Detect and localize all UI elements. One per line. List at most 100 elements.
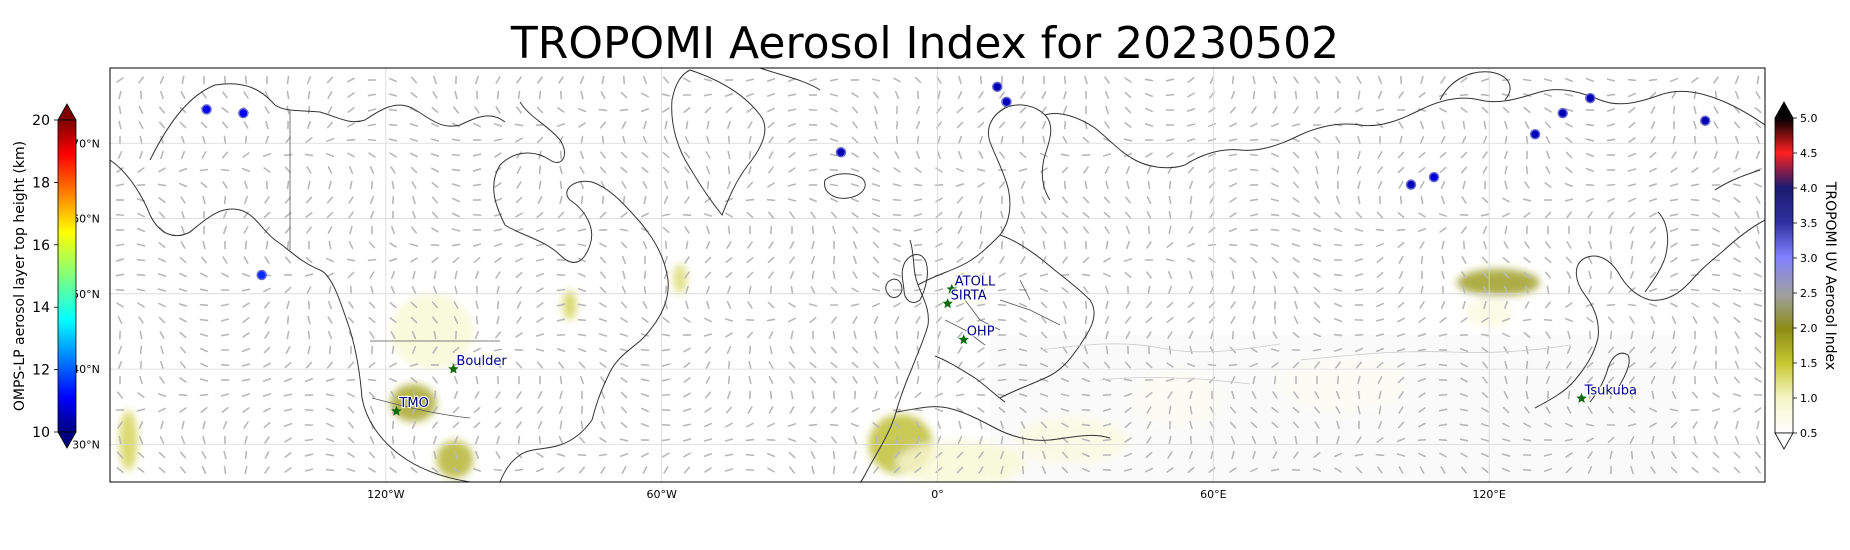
wind-vector bbox=[411, 181, 417, 189]
wind-vector bbox=[1083, 166, 1089, 174]
wind-vector bbox=[409, 363, 419, 367]
wind-vector bbox=[347, 392, 355, 398]
wind-vector bbox=[160, 135, 164, 145]
wind-vector bbox=[264, 226, 270, 234]
wind-vector bbox=[411, 330, 417, 340]
wind-vector bbox=[328, 285, 332, 295]
wind-vector bbox=[1671, 151, 1677, 159]
wind-vector bbox=[1481, 271, 1489, 279]
wind-vector bbox=[495, 271, 501, 279]
wind-vector bbox=[199, 378, 209, 382]
wind-vector bbox=[1627, 423, 1637, 427]
wind-vector bbox=[1376, 166, 1384, 174]
wind-vector bbox=[1252, 330, 1256, 340]
wind-vector bbox=[1189, 210, 1193, 220]
wind-vector bbox=[767, 467, 775, 473]
wind-vector bbox=[1586, 376, 1594, 384]
wind-vector bbox=[1124, 361, 1132, 369]
wind-vector bbox=[137, 212, 145, 218]
wind-vector bbox=[1418, 317, 1426, 323]
wind-vector bbox=[1669, 213, 1679, 217]
wind-vector bbox=[1692, 421, 1698, 429]
wind-vector bbox=[935, 302, 943, 308]
wind-vector bbox=[1418, 392, 1426, 398]
wind-vector bbox=[808, 168, 818, 172]
wind-vector bbox=[472, 168, 482, 172]
wind-vector bbox=[1650, 241, 1656, 249]
wind-vector bbox=[244, 435, 248, 445]
wind-vector bbox=[1084, 300, 1088, 310]
wind-vector bbox=[410, 166, 418, 174]
wind-vector bbox=[1378, 405, 1382, 415]
wind-vector bbox=[1585, 183, 1595, 187]
wind-vector bbox=[1523, 257, 1531, 263]
wind-vector bbox=[431, 167, 439, 173]
wind-vector bbox=[684, 271, 690, 279]
wind-vector bbox=[1713, 121, 1719, 129]
wind-vector bbox=[1376, 361, 1384, 369]
wind-vector bbox=[1462, 285, 1466, 295]
wind-vector bbox=[1734, 226, 1740, 234]
wind-vector bbox=[367, 123, 377, 127]
wind-vector bbox=[976, 288, 986, 292]
wind-vector bbox=[1397, 301, 1405, 309]
wind-vector bbox=[369, 166, 375, 174]
wind-vector bbox=[787, 108, 797, 112]
wind-vector bbox=[1672, 135, 1676, 145]
wind-vector bbox=[935, 167, 943, 173]
wind-vector bbox=[831, 316, 837, 324]
wind-vector bbox=[1481, 106, 1489, 114]
wind-vector bbox=[1480, 438, 1490, 442]
wind-vector bbox=[1756, 420, 1760, 430]
wind-vector bbox=[1230, 435, 1236, 445]
wind-vector bbox=[1249, 362, 1259, 368]
wind-vector bbox=[556, 303, 566, 307]
wind-vector bbox=[1546, 285, 1550, 295]
wind-vector bbox=[179, 272, 187, 278]
wind-vector bbox=[1756, 225, 1760, 235]
wind-vector bbox=[1585, 423, 1595, 427]
wind-vector bbox=[1251, 435, 1257, 445]
wind-vector bbox=[1294, 90, 1298, 100]
wind-vector bbox=[1522, 438, 1532, 442]
wind-vector bbox=[1627, 152, 1637, 158]
wind-vector bbox=[1000, 435, 1004, 445]
wind-vector bbox=[997, 363, 1007, 367]
wind-vector bbox=[661, 213, 671, 217]
wind-vector bbox=[286, 240, 290, 250]
wind-vector bbox=[1586, 361, 1594, 369]
wind-vector bbox=[1481, 407, 1489, 413]
wind-vector bbox=[535, 258, 545, 262]
wind-vector bbox=[1124, 122, 1132, 128]
wind-vector bbox=[788, 167, 796, 173]
wind-vector bbox=[745, 92, 755, 98]
wind-vector bbox=[1753, 303, 1763, 307]
wind-vector bbox=[768, 136, 774, 144]
wind-vector bbox=[1270, 468, 1280, 472]
wind-vector bbox=[1587, 451, 1593, 459]
wind-vector bbox=[1336, 165, 1340, 175]
wind-vector bbox=[1690, 213, 1700, 217]
wind-vector bbox=[769, 390, 773, 400]
wind-vector bbox=[1081, 393, 1091, 397]
wind-vector bbox=[808, 197, 818, 203]
wind-vector bbox=[1167, 271, 1173, 279]
wind-vector bbox=[1712, 302, 1720, 308]
wind-vector bbox=[1690, 273, 1700, 277]
wind-vector bbox=[895, 330, 899, 340]
wind-vector bbox=[453, 301, 459, 309]
wind-vector bbox=[979, 75, 983, 85]
wind-vector bbox=[1041, 256, 1047, 264]
wind-vector bbox=[1312, 243, 1322, 247]
wind-vector bbox=[1313, 316, 1321, 324]
wind-vector bbox=[1503, 285, 1509, 295]
wind-vector bbox=[1397, 241, 1405, 249]
wind-vector bbox=[1732, 393, 1742, 397]
wind-vector bbox=[1021, 195, 1025, 205]
wind-vector bbox=[1168, 435, 1172, 445]
wind-vector bbox=[1189, 195, 1193, 205]
wind-vector bbox=[178, 167, 188, 173]
wind-vector bbox=[1252, 285, 1256, 295]
wind-vector bbox=[326, 257, 334, 263]
wind-vector bbox=[1062, 136, 1068, 144]
